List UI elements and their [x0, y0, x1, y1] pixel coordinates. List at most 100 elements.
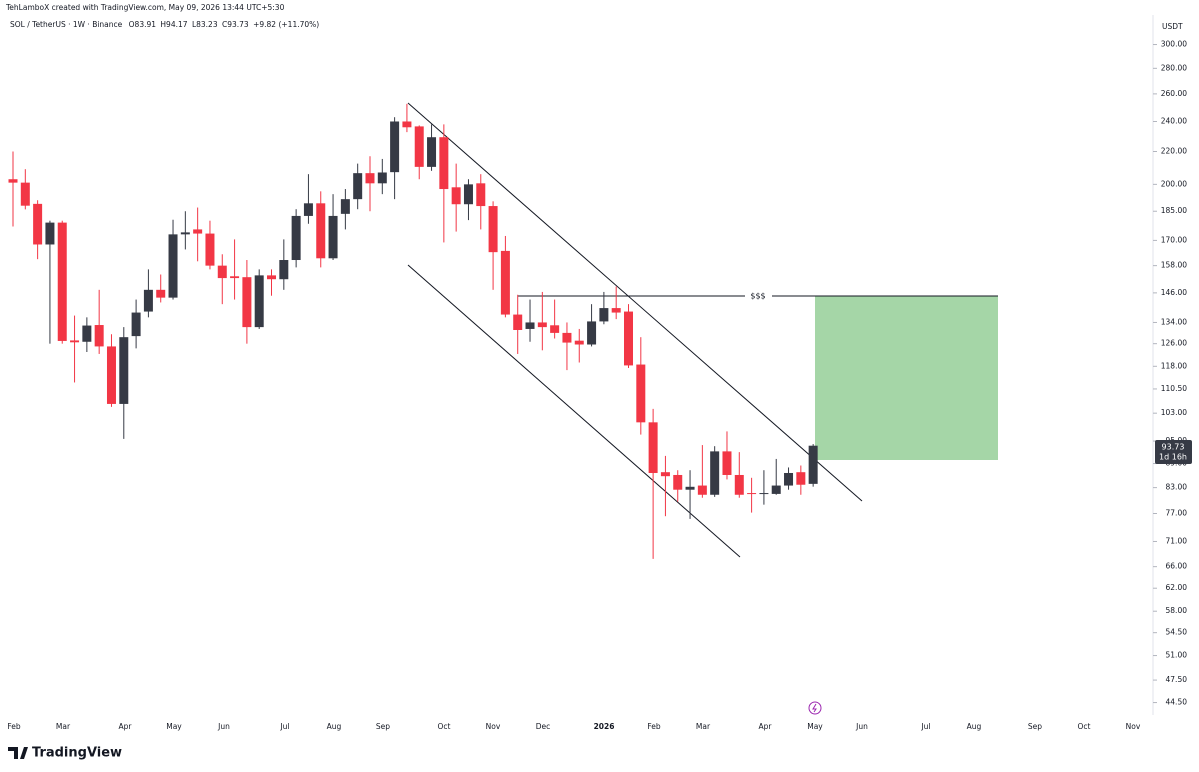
- candle-body: [796, 472, 806, 485]
- candle-body: [784, 472, 794, 486]
- open: O83.91: [129, 20, 157, 29]
- candle-body: [156, 289, 166, 298]
- candle-body: [771, 485, 781, 494]
- candle-body: [230, 276, 240, 279]
- x-tick-label: Oct: [438, 722, 451, 731]
- y-tick-label: 185.00: [1161, 206, 1187, 215]
- y-tick-label: 158.00: [1161, 261, 1187, 270]
- candle-body: [500, 250, 510, 315]
- candle-body: [303, 203, 313, 216]
- candle-body: [254, 275, 264, 328]
- y-tick-label: 220.00: [1161, 146, 1187, 155]
- y-tick-label: 126.00: [1161, 339, 1187, 348]
- close: C93.73: [222, 20, 249, 29]
- candle-body: [722, 451, 732, 475]
- candle-body: [697, 485, 707, 495]
- candle-body: [267, 275, 277, 280]
- candle-body: [20, 182, 30, 206]
- candle-body: [587, 321, 597, 345]
- candle-body: [291, 215, 301, 261]
- candle-body: [365, 173, 375, 184]
- candle-body: [439, 137, 449, 190]
- candle-body: [427, 137, 437, 167]
- y-tick-label: 134.00: [1161, 317, 1187, 326]
- trendline: [407, 264, 741, 558]
- x-tick-label: Jun: [217, 722, 230, 731]
- low: L83.23: [192, 20, 218, 29]
- candle-body: [525, 322, 535, 329]
- y-tick-label: 83.00: [1166, 483, 1188, 492]
- candle-body: [377, 172, 387, 184]
- x-tick-label: Nov: [1126, 722, 1141, 731]
- candle-body: [143, 289, 153, 312]
- candle-body: [131, 312, 141, 337]
- candle-body: [70, 340, 80, 343]
- y-tick-label: 47.50: [1166, 675, 1188, 684]
- candle-body: [599, 308, 609, 322]
- y-tick-label: 51.00: [1166, 651, 1188, 660]
- symbol: SOL / TetherUS · 1W · Binance: [10, 20, 123, 29]
- candle-body: [710, 451, 720, 495]
- x-tick-label: Aug: [967, 722, 982, 731]
- candle-body: [242, 277, 252, 328]
- candle-body: [451, 187, 461, 205]
- x-tick-label: Jun: [855, 722, 868, 731]
- y-tick-label: 200.00: [1161, 179, 1187, 188]
- candle-body: [414, 126, 424, 167]
- y-tick-label: 54.50: [1166, 628, 1188, 637]
- candle-body: [685, 486, 695, 490]
- candle-body: [94, 325, 104, 347]
- candle-body: [106, 346, 116, 404]
- annotation: $$$: [750, 292, 765, 301]
- candle-body: [624, 311, 633, 366]
- x-tick-label: Sep: [376, 722, 390, 731]
- legend: SOL / TetherUS · 1W · Binance O83.91 H94…: [10, 20, 319, 29]
- candle-body: [660, 472, 670, 477]
- x-tick-label: Feb: [647, 722, 661, 731]
- event-icon[interactable]: [808, 701, 822, 715]
- candle-body: [390, 121, 400, 173]
- candle-body: [279, 260, 289, 280]
- y-tick-label: 280.00: [1161, 63, 1187, 72]
- change: +9.82 (+11.70%): [253, 20, 319, 29]
- price-tag-value: 93.73: [1162, 443, 1185, 452]
- candle-body: [353, 173, 363, 200]
- y-tick-label: 77.00: [1166, 508, 1188, 517]
- x-tick-label: May: [166, 722, 182, 731]
- candle-body: [33, 203, 43, 245]
- candle-body: [463, 184, 473, 205]
- candle-body: [537, 322, 547, 328]
- y-tick-label: 44.50: [1166, 698, 1188, 707]
- y-tick-label: 146.00: [1161, 288, 1187, 297]
- x-tick-label: Aug: [327, 722, 342, 731]
- candle-body: [611, 308, 621, 313]
- candle-body: [402, 121, 412, 128]
- candle-body: [574, 340, 584, 345]
- x-tick-label: Apr: [759, 722, 773, 731]
- candle-body: [759, 493, 769, 495]
- high: H94.17: [160, 20, 187, 29]
- x-tick-label: Jul: [279, 722, 289, 731]
- candle-body: [747, 493, 757, 495]
- candle-body: [488, 206, 498, 253]
- candle-body: [217, 265, 227, 279]
- x-tick-label: May: [807, 722, 823, 731]
- x-tick-label: Nov: [486, 722, 501, 731]
- target-box: [815, 296, 998, 460]
- y-tick-label: 58.00: [1166, 606, 1188, 615]
- event-icon-bolt: [812, 703, 817, 713]
- y-tick-label: 260.00: [1161, 89, 1187, 98]
- currency: USDT: [1162, 22, 1183, 31]
- candles: [8, 103, 818, 559]
- x-tick-label: Mar: [56, 722, 71, 731]
- y-axis: 300.00 280.00 260.00 240.00 220.00 200.00 185.…: [1153, 40, 1187, 707]
- brand-name: TradingView: [32, 746, 122, 761]
- x-axis: Feb Mar Apr May Jun Jul Aug Sep Oct Nov Dec 2026 Feb…: [7, 722, 1141, 731]
- countdown: 1d 16h: [1159, 453, 1187, 462]
- x-tick-label: 2026: [594, 722, 615, 731]
- x-tick-label: Jul: [920, 722, 930, 731]
- candle-body: [513, 314, 523, 330]
- y-tick-label: 300.00: [1161, 40, 1187, 49]
- y-tick-label: 103.00: [1161, 408, 1187, 417]
